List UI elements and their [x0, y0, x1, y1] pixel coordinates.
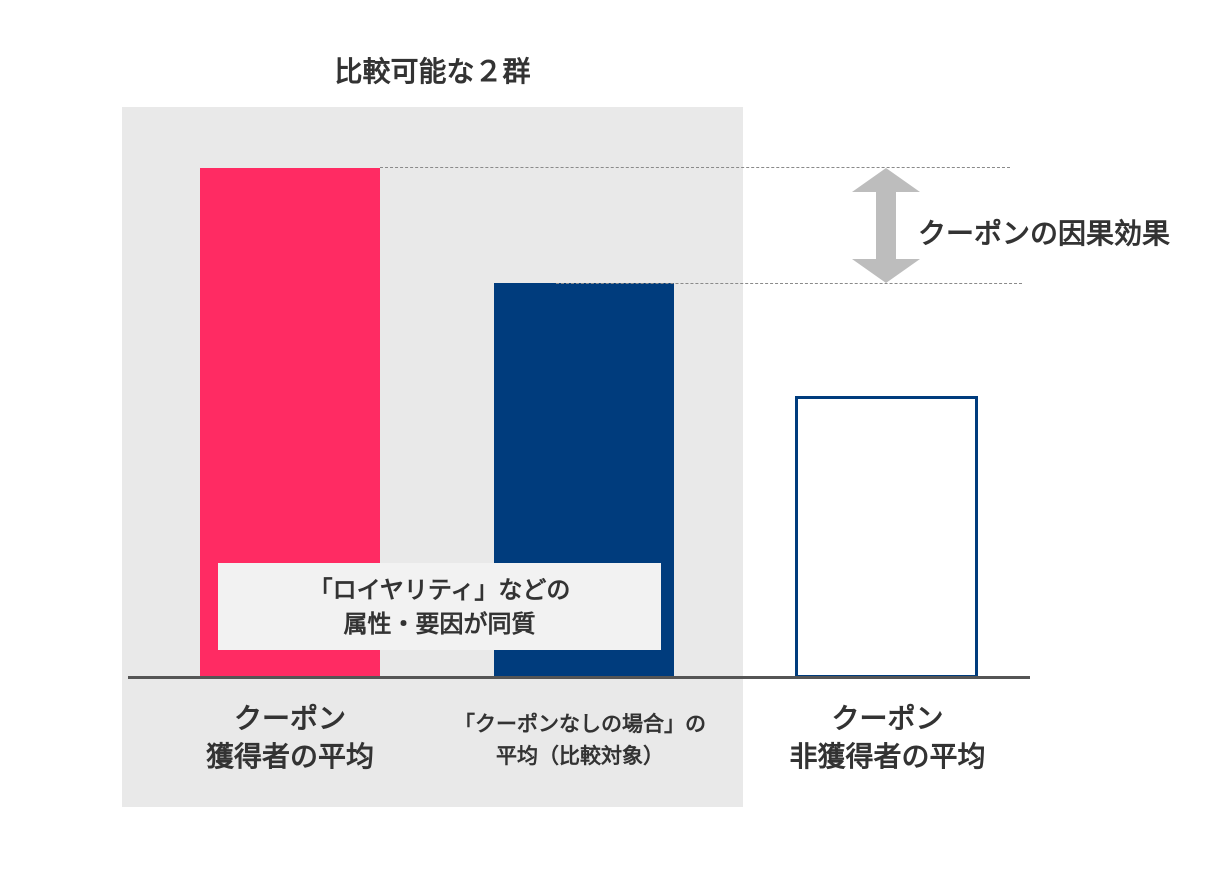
dashed-line-holder-level — [380, 167, 1010, 168]
label-baseline-line-2: 平均（比較対象） — [496, 744, 664, 768]
label-baseline-line-1: 「クーポンなしの場合」の — [454, 712, 706, 736]
homogeneity-note: 「ロイヤリティ」などの 属性・要因が同質 — [218, 563, 661, 650]
double-arrow-icon — [852, 168, 920, 283]
label-coupon-holders-line-2: 獲得者の平均 — [205, 740, 374, 773]
label-non-holders-line-2: 非獲得者の平均 — [789, 740, 986, 773]
label-no-coupon-baseline: 「クーポンなしの場合」の 平均（比較対象） — [420, 708, 740, 772]
bar-coupon-non-holders — [795, 396, 978, 678]
baseline-axis — [128, 676, 1030, 679]
label-coupon-holders: クーポン 獲得者の平均 — [160, 700, 420, 776]
group-title: 比較可能な２群 — [334, 55, 531, 88]
label-coupon-non-holders: クーポン 非獲得者の平均 — [760, 700, 1015, 776]
dashed-line-baseline-level — [556, 283, 1022, 284]
label-non-holders-line-1: クーポン — [831, 702, 944, 735]
note-line-1: 「ロイヤリティ」などの — [308, 575, 571, 604]
note-line-2: 属性・要因が同質 — [343, 609, 536, 638]
causal-effect-label: クーポンの因果効果 — [918, 217, 1171, 250]
label-coupon-holders-line-1: クーポン — [233, 702, 346, 735]
